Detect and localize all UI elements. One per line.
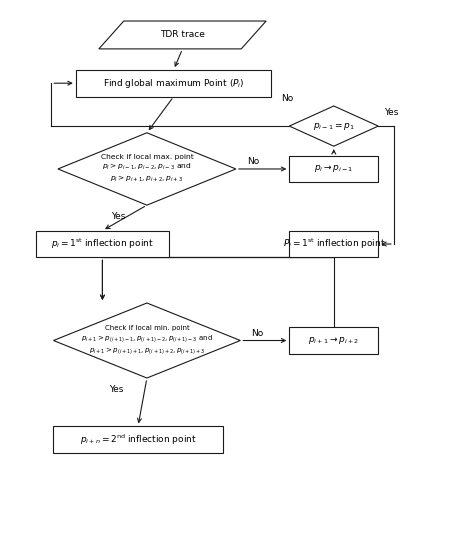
Text: Check if local min. point
$p_{i+1} > p_{(i+1)-1}, p_{(i+1)-2}, p_{(i+1)-3}$ and
: Check if local min. point $p_{i+1} > p_{…	[81, 325, 213, 356]
Text: $p_{i+1} \rightarrow p_{i+2}$: $p_{i+1} \rightarrow p_{i+2}$	[308, 335, 360, 346]
FancyBboxPatch shape	[54, 426, 222, 453]
Text: $P_i = 1^{\rm st}$ inflection point: $P_i = 1^{\rm st}$ inflection point	[282, 237, 385, 251]
FancyBboxPatch shape	[76, 70, 271, 97]
Text: Yes: Yes	[109, 385, 123, 394]
Text: $p_i \rightarrow p_{i-1}$: $p_i \rightarrow p_{i-1}$	[314, 164, 354, 174]
Text: Find global maximum Point ($P_i$): Find global maximum Point ($P_i$)	[103, 77, 244, 90]
FancyBboxPatch shape	[36, 231, 169, 258]
Text: $p_{i+n} = 2^{\rm nd}$ inflection point: $p_{i+n} = 2^{\rm nd}$ inflection point	[79, 433, 197, 447]
Polygon shape	[58, 133, 236, 205]
Text: $p_{i-1} = p_1$: $p_{i-1} = p_1$	[313, 120, 355, 132]
Text: No: No	[251, 329, 263, 338]
Polygon shape	[99, 21, 266, 49]
Text: TDR trace: TDR trace	[160, 31, 205, 39]
Text: No: No	[247, 158, 259, 166]
Text: No: No	[281, 94, 293, 103]
Text: Yes: Yes	[384, 108, 398, 117]
FancyBboxPatch shape	[289, 231, 378, 258]
FancyBboxPatch shape	[289, 155, 378, 182]
Text: Yes: Yes	[111, 212, 125, 222]
Polygon shape	[289, 106, 378, 146]
Text: $p_i = 1^{\rm st}$ inflection point: $p_i = 1^{\rm st}$ inflection point	[51, 237, 154, 251]
Text: Check if local max. point
$p_i > p_{i-1}, p_{i-2}, p_{i-3}$ and
$p_i > p_{i+1}, : Check if local max. point $p_i > p_{i-1}…	[100, 154, 193, 184]
FancyBboxPatch shape	[289, 327, 378, 354]
Polygon shape	[54, 303, 240, 378]
